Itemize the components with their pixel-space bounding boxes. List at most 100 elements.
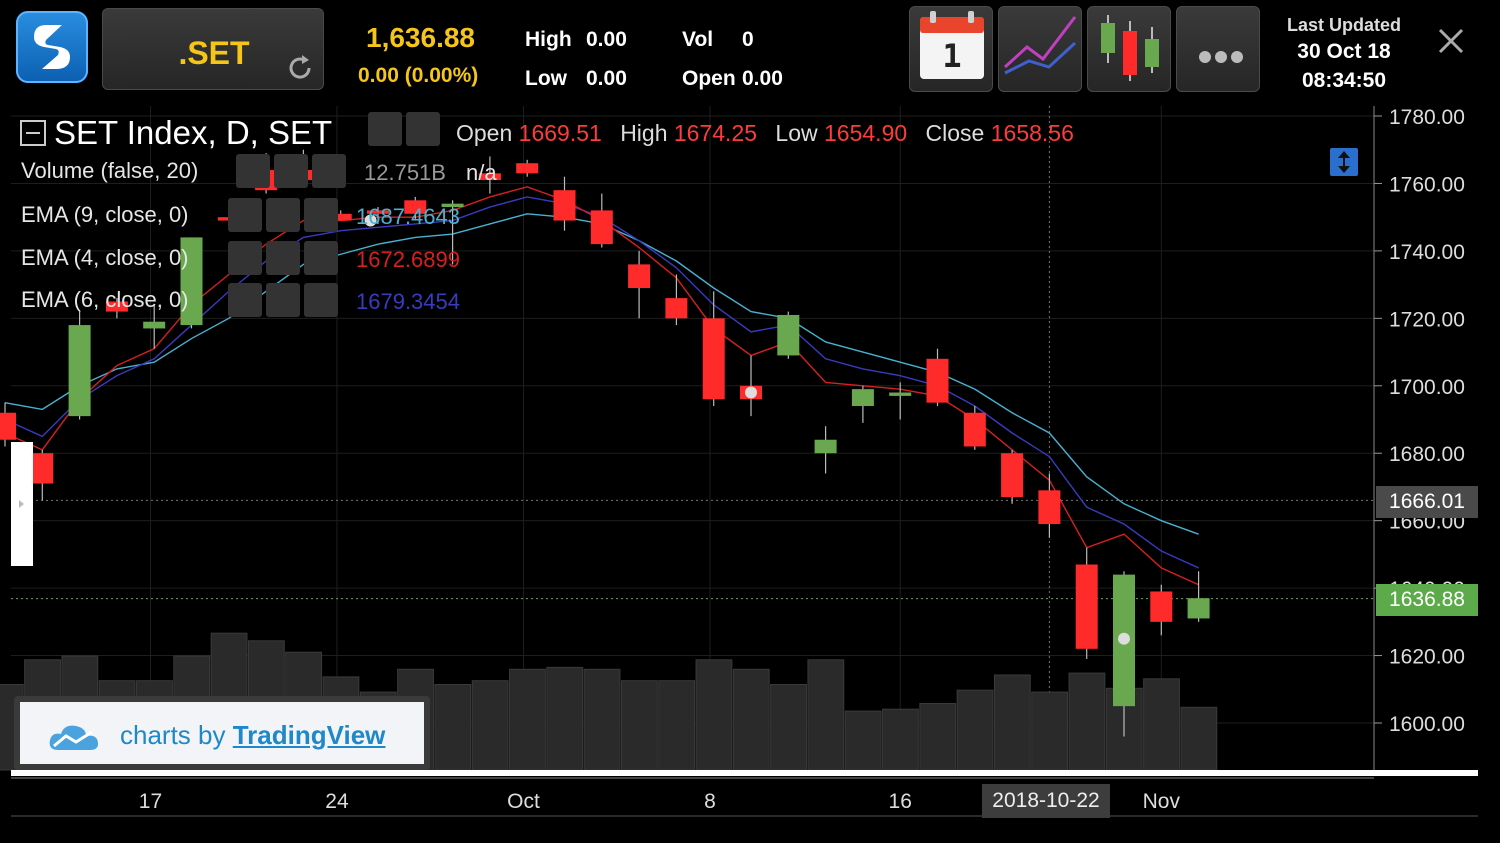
- close-icon[interactable]: [304, 283, 338, 317]
- gear-icon[interactable]: [266, 241, 300, 275]
- close-icon[interactable]: [304, 198, 338, 232]
- chart-type-line-button[interactable]: [998, 6, 1082, 92]
- y-tick-label: 1740.00: [1389, 241, 1465, 264]
- high-value: 0.00: [586, 28, 627, 51]
- interval-button[interactable]: 1: [909, 6, 993, 92]
- volume-bar: [546, 666, 584, 771]
- eye-icon[interactable]: [228, 241, 262, 275]
- gear-icon[interactable]: [406, 112, 440, 146]
- volume-bar: [620, 680, 658, 771]
- collapse-legend-icon[interactable]: [20, 120, 46, 146]
- close-icon[interactable]: [1436, 26, 1466, 56]
- y-tick-label: 1700.00: [1389, 376, 1465, 399]
- tradingview-badge[interactable]: charts by TradingView: [14, 696, 430, 770]
- close-icon[interactable]: [312, 154, 346, 188]
- chart-area[interactable]: 1780.00 1760.00 1740.00 1720.00 1700.00 1680.…: [0, 106, 1500, 843]
- volume-study-label[interactable]: Volume (false, 20): [21, 158, 199, 183]
- more-icon: [1199, 51, 1243, 63]
- high-label: High: [525, 28, 572, 51]
- high-value: 1674.25: [673, 120, 758, 146]
- candle-body: [590, 210, 613, 245]
- eye-icon[interactable]: [236, 154, 270, 188]
- ema6-study-controls: [228, 283, 338, 317]
- candle-body: [478, 173, 501, 181]
- ema6-study-label[interactable]: EMA (6, close, 0): [21, 287, 189, 312]
- last-updated-date: 30 Oct 18: [1297, 40, 1391, 63]
- chart-type-candle-button[interactable]: [1087, 6, 1171, 92]
- volume-bar: [1143, 678, 1180, 771]
- ema9-study-label[interactable]: EMA (9, close, 0): [21, 202, 189, 227]
- expand-vertical-icon: [1338, 151, 1350, 173]
- ema4-study-controls: [228, 241, 338, 275]
- candle-body: [628, 264, 651, 288]
- volume-extra: n/a: [466, 160, 497, 185]
- candlestick-chart[interactable]: 1780.00 1760.00 1740.00 1720.00 1700.00 1680.…: [0, 106, 1500, 843]
- ohlc-readout: Open 1669.51 High 1674.25 Low 1654.90 Cl…: [456, 120, 1086, 147]
- eye-icon[interactable]: [368, 112, 402, 146]
- gear-icon[interactable]: [274, 154, 308, 188]
- x-tick-label: Nov: [1143, 790, 1181, 813]
- y-tick-label: 1780.00: [1389, 106, 1465, 129]
- open-value: 0.00: [742, 67, 783, 90]
- volume-bar: [732, 668, 770, 771]
- refresh-icon[interactable]: [285, 53, 315, 83]
- event-marker: [745, 386, 757, 399]
- ema6-value: 1679.3454: [356, 289, 460, 314]
- side-panel-toggle[interactable]: [11, 442, 33, 566]
- symbol-selector-button[interactable]: .SET: [102, 8, 324, 90]
- candle-body: [0, 412, 16, 440]
- gear-icon[interactable]: [266, 283, 300, 317]
- volume-bar: [1031, 691, 1069, 771]
- chevron-right-icon: [19, 500, 24, 508]
- crosshair-date-tag: 2018-10-22: [982, 784, 1110, 818]
- volume-value: 12.751B: [364, 160, 446, 185]
- candle-body: [889, 392, 912, 396]
- logo-s-icon: [34, 25, 70, 69]
- volume-study-controls: [236, 154, 346, 188]
- candle-body: [1038, 490, 1061, 525]
- ema4-study-label[interactable]: EMA (4, close, 0): [21, 245, 189, 270]
- low-label: Low: [775, 120, 818, 146]
- candle-body: [851, 389, 874, 407]
- low-value: 0.00: [586, 67, 627, 90]
- crosshair-price-tag: 1666.01: [1376, 486, 1478, 518]
- candle-body: [441, 203, 464, 208]
- badge-text: charts by TradingView: [120, 720, 385, 751]
- line-chart-icon: [1003, 16, 1077, 75]
- candle-body: [553, 190, 576, 221]
- candle-body: [367, 210, 389, 214]
- volume-bar: [956, 689, 994, 771]
- tradingview-cloud-icon: [49, 725, 98, 750]
- volume-bar: [434, 684, 472, 771]
- x-tick-label: 17: [139, 790, 162, 813]
- eye-icon[interactable]: [228, 283, 262, 317]
- volume-bar: [695, 659, 733, 771]
- calendar-icon: [920, 11, 984, 79]
- high-label: High: [620, 120, 668, 146]
- y-tick-label: 1620.00: [1389, 646, 1465, 669]
- volume-bar: [509, 668, 546, 771]
- main-series-controls: [368, 112, 440, 146]
- gear-icon[interactable]: [266, 198, 300, 232]
- candle-body: [143, 321, 166, 329]
- vol-value: 0: [742, 28, 754, 51]
- auto-scale-button[interactable]: [1330, 148, 1358, 176]
- volume-bar: [1068, 672, 1106, 771]
- badge-brand-link[interactable]: TradingView: [232, 720, 386, 750]
- badge-prefix: charts by: [120, 720, 226, 750]
- time-axis-band: [11, 770, 1478, 776]
- ema4-value: 1672.6899: [356, 247, 460, 272]
- volume-bar: [658, 680, 696, 771]
- candle-body: [963, 412, 986, 447]
- close-icon[interactable]: [304, 241, 338, 275]
- volume-bar: [1180, 706, 1218, 771]
- y-tick-label: 1760.00: [1389, 173, 1465, 196]
- candle-body: [665, 298, 688, 319]
- x-tick-label: 8: [704, 790, 716, 813]
- candle-body: [1187, 598, 1210, 619]
- more-options-button[interactable]: [1176, 6, 1260, 92]
- close-value: 1658.56: [990, 120, 1074, 146]
- price-change: 0.00 (0.00%): [358, 64, 479, 87]
- eye-icon[interactable]: [228, 198, 262, 232]
- x-tick-label: Oct: [507, 790, 540, 813]
